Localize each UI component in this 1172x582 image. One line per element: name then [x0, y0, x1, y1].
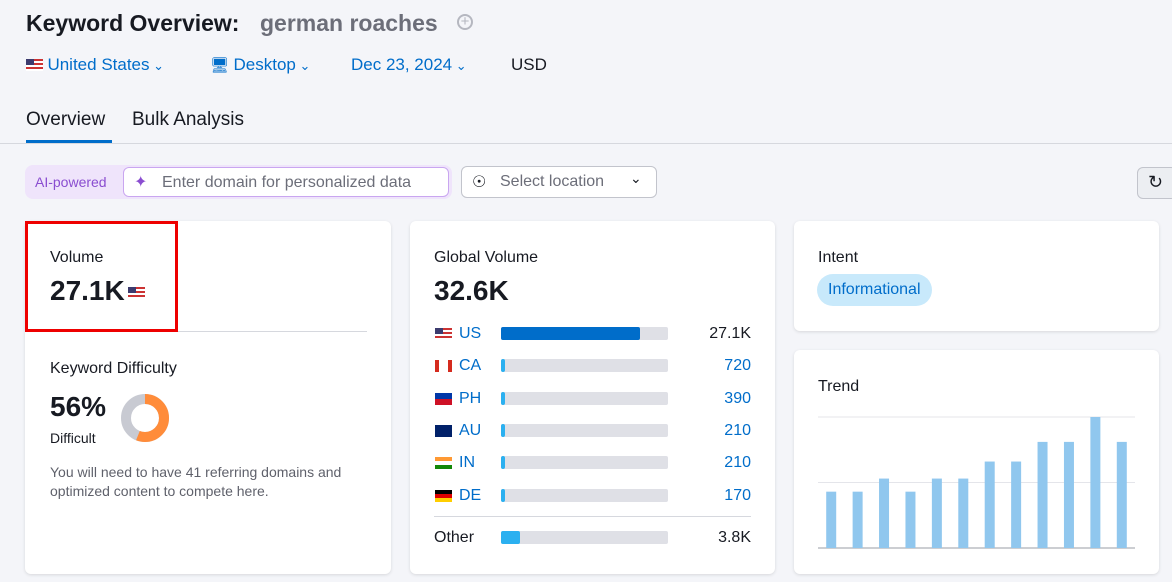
intent-card: Intent Informational — [794, 221, 1159, 331]
placeholder: Enter domain for personalized data — [162, 174, 412, 191]
flag — [435, 424, 452, 437]
trend-bar — [879, 478, 890, 548]
intent-badge: Informational — [817, 274, 932, 306]
bar — [501, 359, 505, 373]
trend-bar — [1011, 461, 1022, 548]
kd-level: Difficult — [50, 430, 96, 446]
flag — [435, 328, 452, 340]
trend-bar — [931, 478, 942, 548]
flag — [128, 287, 145, 299]
device: Desktop — [233, 55, 296, 74]
date: Dec 23, 2024 — [351, 55, 453, 74]
trend-bar — [958, 478, 969, 548]
domain-input[interactable]: ✦ Enter domain for personalized data — [123, 167, 449, 197]
ai-input: AI-powered ✦ Enter domain for personaliz… — [25, 165, 452, 199]
flag — [435, 360, 452, 373]
volume-card: Volume 27.1K Keyword Difficulty 56% Diff… — [25, 221, 391, 574]
currency: USD — [511, 55, 547, 74]
global-volume-label: Global Volume — [434, 249, 539, 266]
country-selector[interactable]: United States ⌄ — [26, 55, 164, 75]
trend-bar — [1116, 441, 1127, 548]
trend-bar — [1063, 441, 1074, 548]
bar-track — [501, 359, 668, 373]
trend-bar — [826, 491, 837, 548]
kd-label: Keyword Difficulty — [50, 360, 177, 377]
donut-arc — [121, 394, 169, 442]
ai-badge: AI-powered — [35, 174, 107, 190]
bar-track — [501, 531, 668, 544]
divider — [50, 331, 367, 332]
tab-underline — [26, 140, 112, 143]
kd-value: 56% — [50, 391, 107, 422]
country-code: US — [459, 325, 482, 342]
global-volume-card: Global Volume 32.6K Other 3.8K US 27.1K CA… — [410, 221, 775, 574]
country-value: 390 — [724, 389, 751, 407]
intent-label: Intent — [818, 249, 859, 266]
bar-track — [501, 423, 668, 437]
divider — [434, 516, 751, 517]
trend-bar — [852, 491, 863, 548]
flag — [435, 457, 452, 470]
country-value: 210 — [724, 454, 751, 472]
bar-track — [501, 391, 668, 405]
global-volume-value: 32.6K — [434, 275, 509, 306]
volume-label: Volume — [50, 249, 104, 266]
country-value: 27.1K — [709, 325, 751, 342]
bar — [501, 423, 505, 437]
device-selector[interactable]: 🖥 Desktop ⌄ — [210, 55, 311, 74]
trend-bar — [1090, 417, 1101, 548]
other-value: 3.8K — [718, 529, 751, 546]
country-value: 210 — [724, 421, 751, 439]
trend-bar — [984, 461, 995, 548]
page-title: Keyword Overview: — [26, 10, 240, 36]
refresh-button[interactable]: ↻ — [1137, 167, 1172, 199]
flag — [26, 59, 43, 71]
country-code: IN — [459, 454, 475, 472]
flag — [435, 489, 452, 502]
bar-track — [501, 327, 668, 340]
trend-label: Trend — [818, 378, 860, 395]
country-value: 720 — [724, 357, 751, 375]
flag — [435, 392, 452, 405]
tab-active[interactable]: Overview — [26, 109, 106, 130]
volume-value: 27.1K — [50, 275, 125, 306]
kd-donut — [121, 394, 169, 442]
country-code: PH — [459, 389, 482, 407]
other-label: Other — [434, 529, 475, 546]
divider — [0, 143, 1172, 144]
country-value: 170 — [724, 486, 751, 504]
bar — [501, 531, 521, 544]
placeholder: Select location — [500, 173, 605, 190]
keyword: german roaches — [260, 10, 438, 36]
trend-bar — [905, 491, 916, 548]
trend-card: Trend — [794, 350, 1159, 574]
bar — [501, 391, 505, 405]
country: United States — [47, 55, 150, 74]
kd-note: You will need to have 41 referring domai… — [50, 464, 342, 499]
location-select[interactable]: ☉ Select location ⌄ — [461, 166, 657, 198]
bar — [501, 456, 505, 470]
country-code: CA — [459, 357, 482, 375]
highlight-box — [25, 221, 178, 332]
bar — [501, 488, 505, 502]
bar-track — [501, 456, 668, 470]
date-selector[interactable]: Dec 23, 2024 ⌄ — [351, 55, 467, 74]
trend-chart — [818, 416, 1135, 549]
country-code: AU — [459, 421, 482, 439]
country-code: DE — [459, 486, 482, 504]
trend-bar — [1037, 441, 1048, 548]
bar — [501, 327, 640, 340]
add-icon[interactable]: + — [457, 14, 473, 30]
tab[interactable]: Bulk Analysis — [132, 109, 244, 130]
bar-track — [501, 488, 668, 502]
